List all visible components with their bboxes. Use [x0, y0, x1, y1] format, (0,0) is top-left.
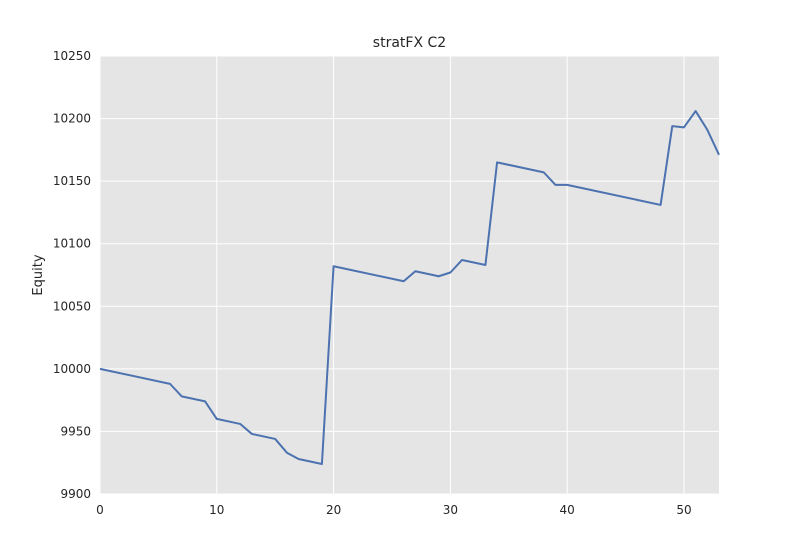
x-tick-label: 20	[326, 503, 341, 517]
y-tick-label: 10150	[53, 174, 91, 188]
y-tick-label: 10100	[53, 237, 91, 251]
chart-title: stratFX C2	[373, 35, 446, 51]
x-tick-label: 10	[209, 503, 224, 517]
y-tick-label: 10250	[53, 49, 91, 63]
x-tick-label: 30	[443, 503, 458, 517]
y-tick-label: 9900	[60, 487, 91, 501]
x-axis-ticks: 0 10 20 30 40 50	[96, 503, 691, 517]
x-tick-label: 50	[676, 503, 691, 517]
equity-series-line	[99, 110, 720, 465]
y-tick-label: 9950	[60, 424, 91, 438]
series-layer	[99, 110, 720, 465]
y-tick-label: 10200	[53, 112, 91, 126]
x-tick-label: 40	[560, 503, 575, 517]
y-tick-label: 10050	[53, 299, 91, 313]
y-axis-ticks: 9900 9950 10000 10050 10100 10150 10200 10250	[53, 49, 91, 501]
y-axis-label: Equity	[31, 254, 46, 295]
x-tick-label: 0	[96, 503, 104, 517]
y-tick-label: 10000	[53, 362, 91, 376]
